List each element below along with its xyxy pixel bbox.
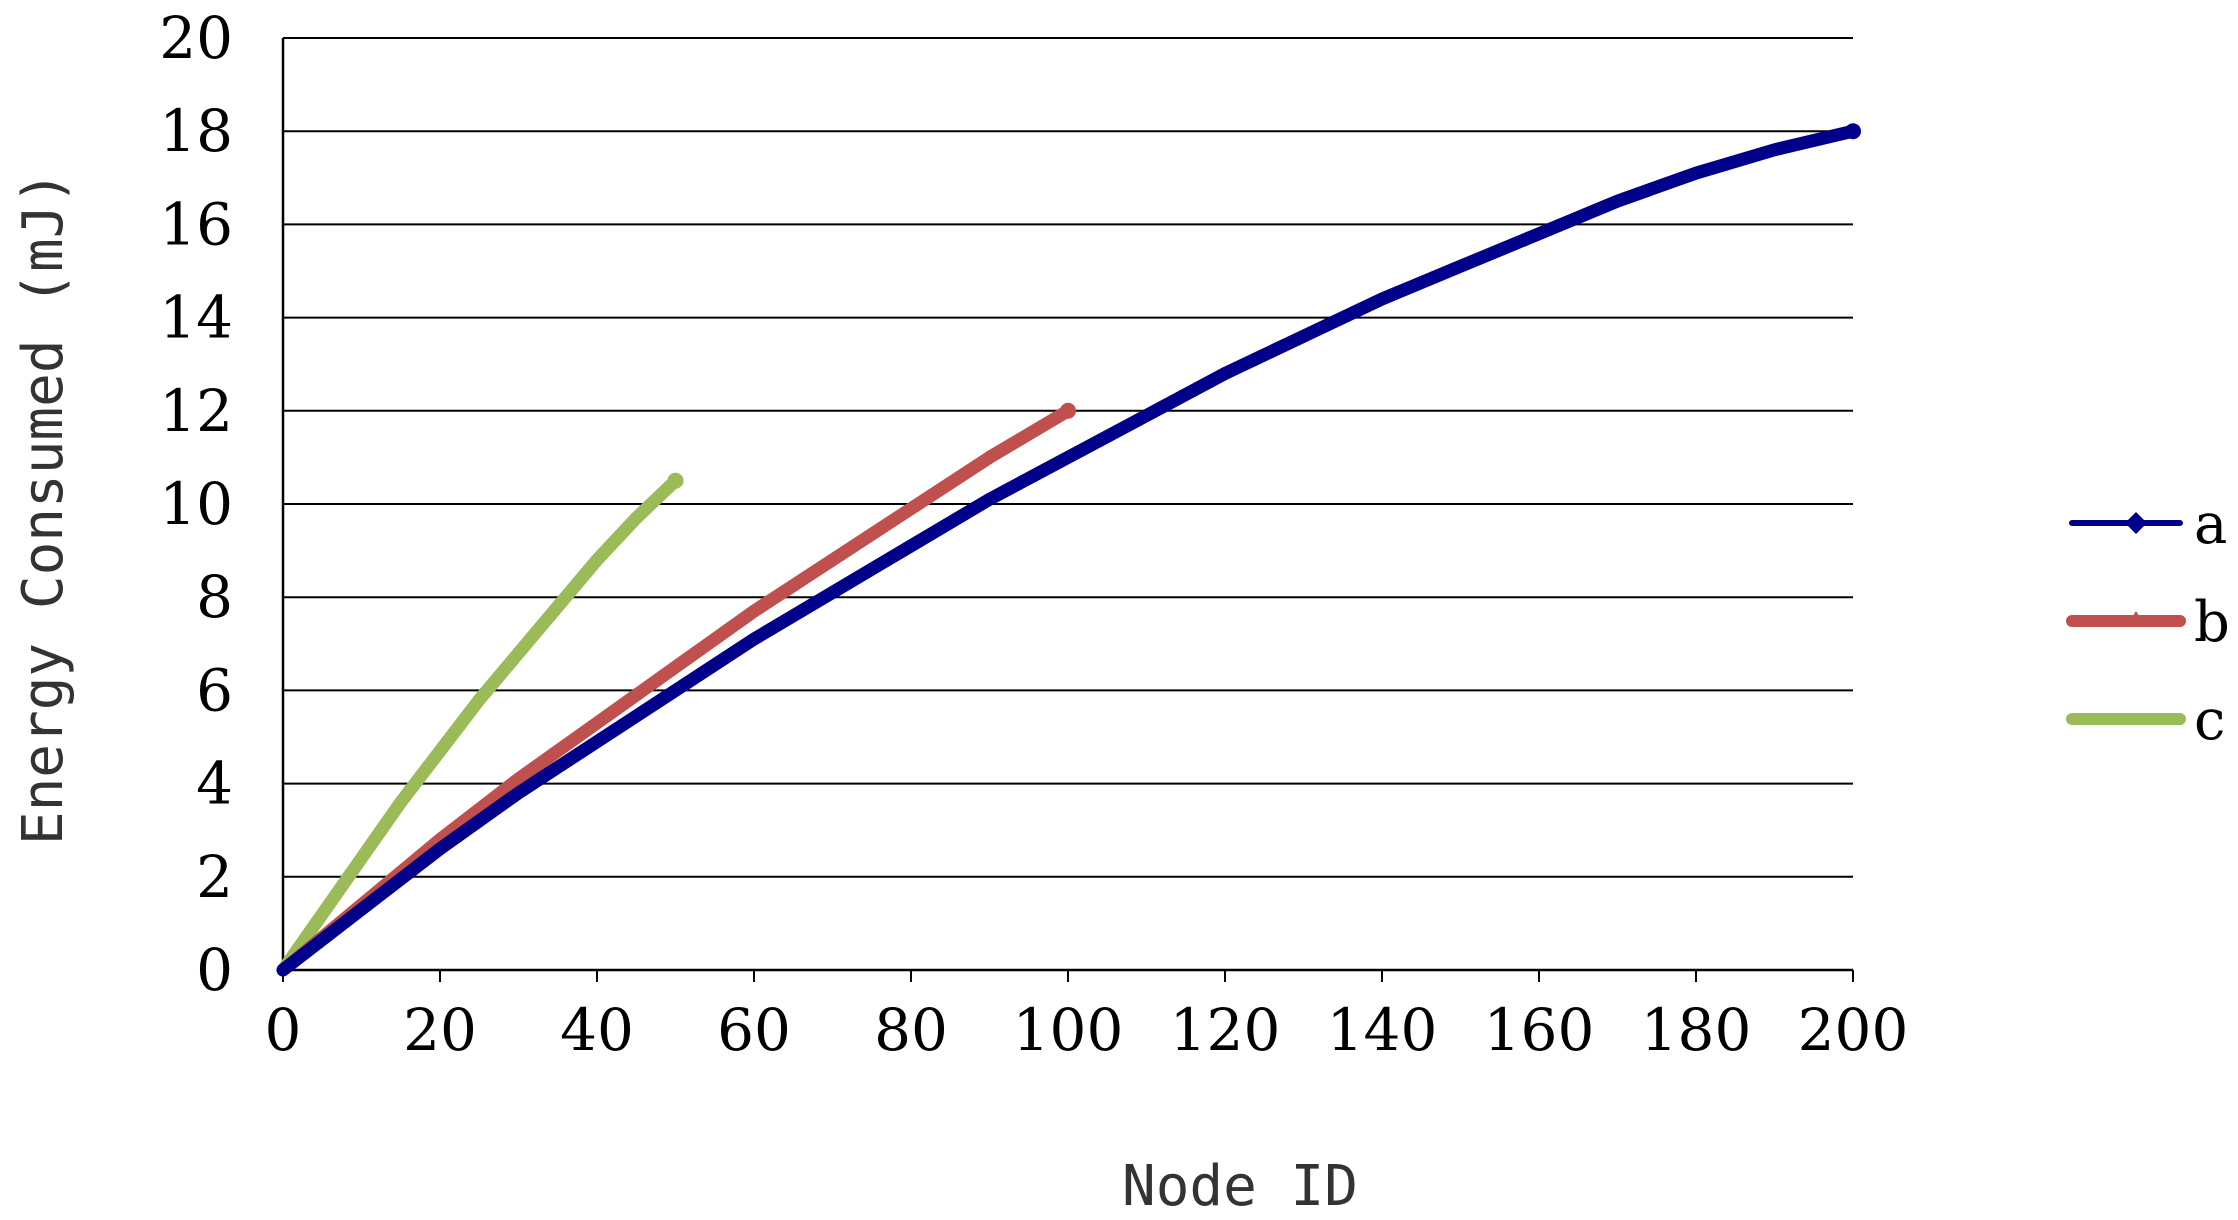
- y-tick-label-4: 4: [196, 750, 233, 818]
- y-tick-label-8: 8: [196, 563, 233, 631]
- x-tick-label-40: 40: [560, 996, 634, 1064]
- y-tick-label-20: 20: [159, 4, 233, 72]
- y-tick-label-18: 18: [159, 97, 233, 165]
- x-tick-label-0: 0: [265, 996, 302, 1064]
- y-axis-title: Energy Consumed (mJ): [11, 171, 76, 845]
- x-tick-labels: 0 20 40 60 80 100 120 140 160 180 200: [265, 996, 1909, 1064]
- series-layer: [276, 123, 1861, 977]
- legend-marker-a: [2125, 512, 2147, 534]
- x-tick-label-20: 20: [403, 996, 477, 1064]
- y-tick-label-10: 10: [159, 470, 233, 538]
- y-tick-label-12: 12: [159, 377, 233, 445]
- y-tick-label-16: 16: [159, 190, 233, 258]
- y-tick-label-14: 14: [159, 284, 233, 352]
- series-end-marker-a: [1845, 123, 1861, 140]
- x-tick-label-80: 80: [874, 996, 948, 1064]
- axes: [281, 38, 1854, 982]
- x-tick-label-100: 100: [1013, 996, 1124, 1064]
- series-end-marker-b: [1060, 402, 1076, 419]
- y-tick-labels: 0 2 4 6 8 10 12 14 16 18 20: [159, 4, 233, 1004]
- x-tick-label-200: 200: [1798, 996, 1909, 1064]
- x-tick-label-140: 140: [1327, 996, 1438, 1064]
- series-end-marker-c: [667, 472, 684, 489]
- series-line-a: [276, 124, 1860, 977]
- legend: abc: [2066, 492, 2230, 753]
- legend-label-b: b: [2194, 590, 2230, 655]
- legend-label-a: a: [2194, 492, 2227, 557]
- legend-marker-b: [2126, 611, 2146, 627]
- legend-label-c: c: [2194, 688, 2225, 753]
- x-tick-label-60: 60: [717, 996, 791, 1064]
- y-tick-label-2: 2: [196, 843, 233, 911]
- x-axis-title: Node ID: [1122, 1154, 1358, 1219]
- x-tick-label-160: 160: [1484, 996, 1595, 1064]
- series-line-c: [276, 474, 682, 977]
- y-tick-label-6: 6: [196, 656, 233, 724]
- y-tick-label-0: 0: [196, 936, 233, 1004]
- x-tick-label-120: 120: [1170, 996, 1281, 1064]
- x-tick-label-180: 180: [1641, 996, 1752, 1064]
